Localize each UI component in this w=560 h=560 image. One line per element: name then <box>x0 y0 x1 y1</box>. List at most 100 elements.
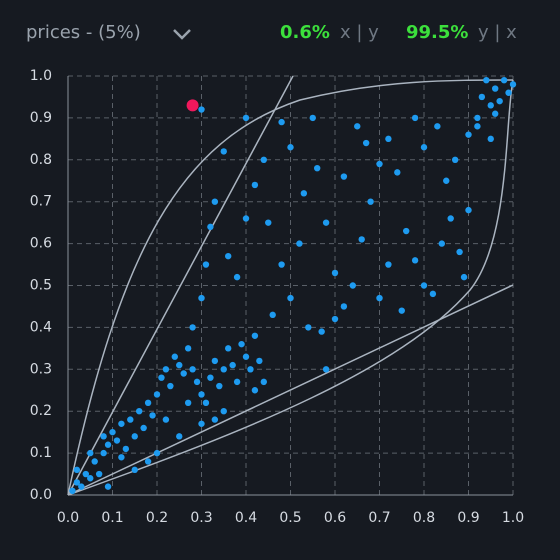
point <box>225 345 232 352</box>
y-tick-label: 0.9 <box>30 110 52 126</box>
point <box>331 269 339 277</box>
point <box>82 470 90 478</box>
point <box>505 89 512 96</box>
point <box>398 307 405 314</box>
point <box>144 399 152 407</box>
y-tick-label: 0.4 <box>30 319 52 335</box>
point <box>127 416 134 423</box>
point <box>225 252 232 260</box>
point <box>118 454 125 461</box>
x-tick-label: 0.3 <box>190 510 212 526</box>
highlight-point <box>186 99 199 112</box>
x-tick-label: 0.2 <box>146 510 168 526</box>
point <box>198 391 205 398</box>
point <box>256 357 263 365</box>
point <box>158 374 165 381</box>
point <box>242 215 250 222</box>
point <box>211 357 219 365</box>
point <box>220 408 227 415</box>
point <box>176 361 183 369</box>
point <box>340 173 348 180</box>
point <box>478 93 486 101</box>
point <box>104 441 112 448</box>
point <box>198 420 205 427</box>
y-tick-label: 0.6 <box>30 236 52 252</box>
point <box>109 428 116 436</box>
point <box>233 273 241 281</box>
point <box>118 420 125 427</box>
x-tick-label: 0.7 <box>368 510 390 526</box>
point <box>269 311 276 319</box>
point <box>296 240 303 247</box>
point <box>251 387 259 394</box>
x-tick-label: 1.0 <box>502 510 524 526</box>
point <box>438 240 445 247</box>
yx-value: 99.5% <box>406 22 468 43</box>
point <box>376 294 383 302</box>
point <box>434 123 441 130</box>
point <box>394 169 401 176</box>
point <box>465 131 472 138</box>
y-tick-label: 0.3 <box>30 361 52 377</box>
point <box>367 198 374 205</box>
point <box>340 303 348 310</box>
point <box>162 366 170 373</box>
point <box>403 227 410 235</box>
point <box>229 361 236 369</box>
point <box>211 198 219 205</box>
point <box>73 479 81 486</box>
point <box>233 378 241 386</box>
dropdown-chevron[interactable] <box>173 29 191 40</box>
point <box>260 378 267 386</box>
point <box>211 416 219 423</box>
point <box>260 156 267 163</box>
point <box>420 144 428 151</box>
point <box>207 374 214 381</box>
grid <box>67 75 514 496</box>
point <box>113 437 121 444</box>
point <box>265 219 272 226</box>
y-tick-label: 0.2 <box>30 403 52 419</box>
point <box>429 290 437 298</box>
point <box>474 123 481 130</box>
point <box>193 378 201 386</box>
point <box>349 282 356 289</box>
point <box>300 190 308 197</box>
x-tick-label: 0.9 <box>457 510 479 526</box>
upper-bound-curve <box>67 79 514 496</box>
point <box>492 85 499 92</box>
x-tick-label: 0.0 <box>57 510 79 526</box>
point <box>91 458 98 465</box>
dataset-title[interactable]: prices - (5%) <box>26 22 141 43</box>
point <box>322 219 330 226</box>
point <box>451 156 459 163</box>
point <box>492 110 499 117</box>
point <box>420 282 428 289</box>
point <box>73 466 81 474</box>
point <box>78 483 85 490</box>
y-tick-label: 0.7 <box>30 194 52 210</box>
point <box>220 366 227 373</box>
point <box>456 248 463 256</box>
point <box>318 328 325 335</box>
fit-curves <box>67 75 514 496</box>
point <box>278 261 285 268</box>
points <box>69 76 517 495</box>
point <box>278 118 285 126</box>
point <box>376 160 383 168</box>
y-tick-label: 0.1 <box>30 445 52 461</box>
y-tick-label: 0.5 <box>30 278 52 294</box>
point <box>198 106 205 113</box>
xy-label: x | y <box>340 22 379 43</box>
point <box>180 370 187 377</box>
point <box>314 164 321 172</box>
point <box>198 294 205 302</box>
y-tick-label: 1.0 <box>30 68 52 84</box>
point <box>496 97 503 105</box>
point <box>509 81 517 88</box>
x-tick-label: 0.6 <box>324 510 346 526</box>
point <box>184 345 192 352</box>
point <box>309 114 316 122</box>
xy-value: 0.6% <box>280 22 330 43</box>
